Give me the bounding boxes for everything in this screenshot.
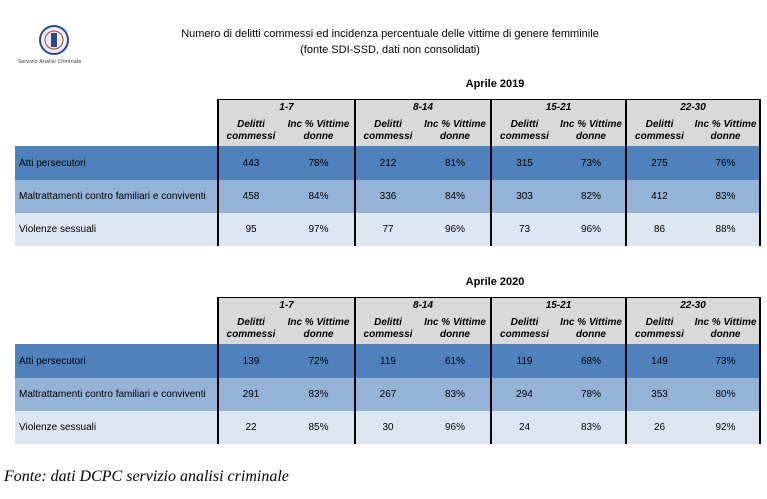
row-label: Maltrattamenti contro familiari e conviv… <box>15 180 218 213</box>
table-cell: 119 <box>491 344 557 378</box>
page-subtitle: (fonte SDI-SSD, dati non consolidati) <box>300 44 480 56</box>
week-header: 8-14 <box>355 99 492 115</box>
column-header: Delitti commessi <box>491 115 557 146</box>
row-label: Atti persecutori <box>15 344 218 378</box>
table-cell: 83% <box>692 180 761 213</box>
table-cell: 83% <box>283 378 356 411</box>
page-title: Numero di delitti commessi ed incidenza … <box>181 28 599 40</box>
table-cell: 336 <box>355 180 420 213</box>
corner-cell <box>15 115 218 146</box>
week-header: 15-21 <box>491 297 627 313</box>
row-label: Violenze sessuali <box>15 213 218 246</box>
row-label: Maltrattamenti contro familiari e conviv… <box>15 378 218 411</box>
table-cell: 458 <box>217 180 283 213</box>
table-cell: 294 <box>491 378 557 411</box>
table-cell: 96% <box>557 213 627 246</box>
table-cell: 275 <box>626 146 692 180</box>
week-header: 15-21 <box>491 99 627 115</box>
column-header: Delitti commessi <box>217 115 283 146</box>
table-row: Violenze sessuali 95 97% 77 96% 73 96% 8… <box>15 213 761 246</box>
week-header: 1-7 <box>217 297 356 313</box>
table-cell: 73% <box>557 146 627 180</box>
table-cell: 78% <box>283 146 356 180</box>
table-cell: 92% <box>692 411 761 444</box>
corner-cell <box>15 297 218 313</box>
week-header: 8-14 <box>355 297 492 313</box>
column-header: Inc % Vittime donne <box>557 313 627 344</box>
table-row: Atti persecutori 443 78% 212 81% 315 73%… <box>15 146 761 180</box>
column-header: Delitti commessi <box>626 115 692 146</box>
table-cell: 22 <box>217 411 283 444</box>
period-label: Aprile 2019 <box>465 78 525 90</box>
table-cell: 72% <box>283 344 356 378</box>
logo-caption: Servizio Analisi Criminale <box>18 59 82 65</box>
table-cell: 267 <box>355 378 420 411</box>
table-cell: 97% <box>283 213 356 246</box>
table-cell: 96% <box>420 411 492 444</box>
column-header: Delitti commessi <box>217 313 283 344</box>
table-cell: 303 <box>491 180 557 213</box>
table-cell: 77 <box>355 213 420 246</box>
table-cell: 139 <box>217 344 283 378</box>
column-header: Inc % Vittime donne <box>692 115 761 146</box>
table-cell: 412 <box>626 180 692 213</box>
table-cell: 85% <box>283 411 356 444</box>
period-label: Aprile 2020 <box>465 276 525 288</box>
data-table: 1-7 8-14 15-21 22-30 Delitti commessi In… <box>15 297 761 444</box>
table-cell: 24 <box>491 411 557 444</box>
source-footnote: Fonte: dati DCPC servizio analisi crimin… <box>4 468 289 485</box>
column-header: Delitti commessi <box>626 313 692 344</box>
table-cell: 212 <box>355 146 420 180</box>
table-cell: 73% <box>692 344 761 378</box>
table-cell: 76% <box>692 146 761 180</box>
column-header: Inc % Vittime donne <box>283 313 356 344</box>
table-cell: 95 <box>217 213 283 246</box>
table-cell: 84% <box>283 180 356 213</box>
table-cell: 73 <box>491 213 557 246</box>
table-cell: 26 <box>626 411 692 444</box>
table-cell: 291 <box>217 378 283 411</box>
table-cell: 86 <box>626 213 692 246</box>
table-cell: 78% <box>557 378 627 411</box>
table-cell: 353 <box>626 378 692 411</box>
column-header: Delitti commessi <box>355 313 420 344</box>
table-row: Maltrattamenti contro familiari e conviv… <box>15 378 761 411</box>
table-cell: 443 <box>217 146 283 180</box>
week-header: 22-30 <box>626 99 761 115</box>
logo <box>24 18 84 68</box>
column-header: Inc % Vittime donne <box>557 115 627 146</box>
corner-cell <box>15 99 218 115</box>
table-cell: 81% <box>420 146 492 180</box>
table-cell: 84% <box>420 180 492 213</box>
table-cell: 68% <box>557 344 627 378</box>
column-header: Inc % Vittime donne <box>692 313 761 344</box>
column-header: Delitti commessi <box>491 313 557 344</box>
column-header: Inc % Vittime donne <box>420 115 492 146</box>
table-cell: 61% <box>420 344 492 378</box>
crest-icon <box>39 25 69 55</box>
data-table: 1-7 8-14 15-21 22-30 Delitti commessi In… <box>15 99 761 246</box>
table-cell: 149 <box>626 344 692 378</box>
table-cell: 82% <box>557 180 627 213</box>
column-header: Delitti commessi <box>355 115 420 146</box>
table-cell: 83% <box>557 411 627 444</box>
week-header: 1-7 <box>217 99 356 115</box>
table-row: Atti persecutori 139 72% 119 61% 119 68%… <box>15 344 761 378</box>
table-cell: 96% <box>420 213 492 246</box>
corner-cell <box>15 313 218 344</box>
table-row: Violenze sessuali 22 85% 30 96% 24 83% 2… <box>15 411 761 444</box>
table-cell: 315 <box>491 146 557 180</box>
table-cell: 119 <box>355 344 420 378</box>
table-cell: 80% <box>692 378 761 411</box>
table-cell: 88% <box>692 213 761 246</box>
column-header: Inc % Vittime donne <box>420 313 492 344</box>
row-label: Atti persecutori <box>15 146 218 180</box>
table-row: Maltrattamenti contro familiari e conviv… <box>15 180 761 213</box>
row-label: Violenze sessuali <box>15 411 218 444</box>
week-header: 22-30 <box>626 297 761 313</box>
table-cell: 30 <box>355 411 420 444</box>
column-header: Inc % Vittime donne <box>283 115 356 146</box>
table-cell: 83% <box>420 378 492 411</box>
